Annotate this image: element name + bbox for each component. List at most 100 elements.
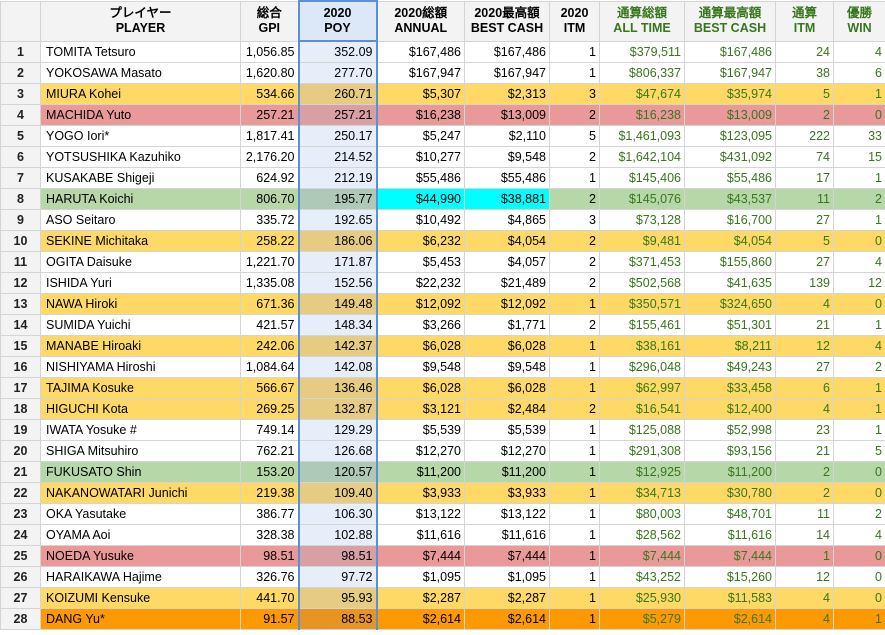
row-number[interactable]: 7 <box>0 167 41 189</box>
player-header[interactable]: プレイヤー PLAYER <box>40 0 241 42</box>
row-number[interactable]: 14 <box>0 314 41 336</box>
win-cell[interactable]: 1 <box>833 83 885 105</box>
best-cash-cell[interactable]: $1,095 <box>464 566 550 588</box>
all-time-cell[interactable]: $1,461,093 <box>599 125 685 147</box>
itm-cell[interactable]: 1 <box>549 461 600 483</box>
itm-cell[interactable]: 2 <box>549 230 600 252</box>
row-number[interactable]: 27 <box>0 587 41 609</box>
table-row[interactable]: 15 MANABE Hiroaki 242.06 142.37 $6,028 $6,028… <box>0 335 885 357</box>
itm-cell[interactable]: 2 <box>549 272 600 294</box>
gpi-header[interactable]: 総合 GPI <box>240 0 299 42</box>
all-time-itm-cell[interactable]: 11 <box>775 188 834 210</box>
gpi-cell[interactable]: 671.36 <box>240 293 299 315</box>
gpi-cell[interactable]: 1,221.70 <box>240 251 299 273</box>
all-time-best-cash-cell[interactable]: $52,998 <box>684 419 776 441</box>
table-row[interactable]: 18 HIGUCHI Kota 269.25 132.87 $3,121 $2,484 2 $… <box>0 398 885 420</box>
all-time-itm-cell[interactable]: 21 <box>775 440 834 462</box>
gpi-cell[interactable]: 534.66 <box>240 83 299 105</box>
gpi-cell[interactable]: 2,176.20 <box>240 146 299 168</box>
all-time-itm-cell[interactable]: 24 <box>775 40 834 63</box>
win-cell[interactable]: 4 <box>833 335 885 357</box>
win-cell[interactable]: 1 <box>833 209 885 231</box>
row-number[interactable]: 5 <box>0 125 41 147</box>
all-time-best-cash-cell[interactable]: $167,947 <box>684 62 776 84</box>
poy-cell[interactable]: 257.21 <box>297 104 378 126</box>
gpi-cell[interactable]: 328.38 <box>240 524 299 546</box>
table-row[interactable]: 7 KUSAKABE Shigeji 624.92 212.19 $55,486 $55,… <box>0 167 885 189</box>
row-number[interactable]: 6 <box>0 146 41 168</box>
gpi-cell[interactable]: 1,817.41 <box>240 125 299 147</box>
itm-cell[interactable]: 1 <box>549 62 600 84</box>
row-number[interactable]: 17 <box>0 377 41 399</box>
poy-cell[interactable]: 352.09 <box>297 40 378 63</box>
gpi-cell[interactable]: 566.67 <box>240 377 299 399</box>
player-name[interactable]: KUSAKABE Shigeji <box>40 167 241 189</box>
gpi-cell[interactable]: 1,056.85 <box>240 40 299 63</box>
annual-cell[interactable]: $12,270 <box>376 440 465 462</box>
gpi-cell[interactable]: 91.57 <box>240 608 299 630</box>
table-row[interactable]: 22 NAKANOWATARI Junichi 219.38 109.40 $3,933… <box>0 482 885 504</box>
gpi-cell[interactable]: 269.25 <box>240 398 299 420</box>
player-name[interactable]: DANG Yu* <box>40 608 241 630</box>
best-cash-cell[interactable]: $6,028 <box>464 335 550 357</box>
win-cell[interactable]: 1 <box>833 419 885 441</box>
player-name[interactable]: TOMITA Tetsuro <box>40 40 241 63</box>
win-cell[interactable]: 1 <box>833 314 885 336</box>
poy-cell[interactable]: 129.29 <box>297 419 378 441</box>
all-time-cell[interactable]: $7,444 <box>599 545 685 567</box>
row-number[interactable]: 22 <box>0 482 41 504</box>
best-cash-cell[interactable]: $55,486 <box>464 167 550 189</box>
poy-cell[interactable]: 277.70 <box>297 62 378 84</box>
all-time-best-cash-cell[interactable]: $4,054 <box>684 230 776 252</box>
win-cell[interactable]: 12 <box>833 272 885 294</box>
all-time-cell[interactable]: $34,713 <box>599 482 685 504</box>
annual-cell[interactable]: $11,200 <box>376 461 465 483</box>
annual-cell[interactable]: $16,238 <box>376 104 465 126</box>
all-time-itm-cell[interactable]: 2 <box>775 482 834 504</box>
all-time-cell[interactable]: $47,674 <box>599 83 685 105</box>
all-time-header[interactable]: 通算総額 ALL TIME <box>599 0 685 42</box>
win-cell[interactable]: 0 <box>833 566 885 588</box>
poy-cell[interactable]: 149.48 <box>297 293 378 315</box>
poy-cell[interactable]: 142.37 <box>297 335 378 357</box>
all-time-best-cash-cell[interactable]: $43,537 <box>684 188 776 210</box>
all-time-best-cash-cell[interactable]: $11,583 <box>684 587 776 609</box>
all-time-best-cash-cell[interactable]: $30,780 <box>684 482 776 504</box>
all-time-cell[interactable]: $379,511 <box>599 40 685 63</box>
all-time-cell[interactable]: $1,642,104 <box>599 146 685 168</box>
itm-cell[interactable]: 1 <box>549 608 600 630</box>
win-cell[interactable]: 15 <box>833 146 885 168</box>
all-time-best-cash-cell[interactable]: $13,009 <box>684 104 776 126</box>
table-row[interactable]: 2 YOKOSAWA Masato 1,620.80 277.70 $167,947 $1… <box>0 62 885 84</box>
all-time-best-cash-cell[interactable]: $123,095 <box>684 125 776 147</box>
best-cash-cell[interactable]: $1,771 <box>464 314 550 336</box>
best-cash-cell[interactable]: $4,054 <box>464 230 550 252</box>
player-name[interactable]: ASO Seitaro <box>40 209 241 231</box>
poy-cell[interactable]: 214.52 <box>297 146 378 168</box>
all-time-best-cash-cell[interactable]: $7,444 <box>684 545 776 567</box>
player-name[interactable]: MIURA Kohei <box>40 83 241 105</box>
annual-cell[interactable]: $10,492 <box>376 209 465 231</box>
player-name[interactable]: OYAMA Aoi <box>40 524 241 546</box>
all-time-best-cash-cell[interactable]: $12,400 <box>684 398 776 420</box>
annual-cell[interactable]: $5,307 <box>376 83 465 105</box>
itm-cell[interactable]: 1 <box>549 566 600 588</box>
player-name[interactable]: TAJIMA Kosuke <box>40 377 241 399</box>
all-time-itm-cell[interactable]: 27 <box>775 251 834 273</box>
table-row[interactable]: 10 SEKINE Michitaka 258.22 186.06 $6,232 $4,0… <box>0 230 885 252</box>
table-row[interactable]: 3 MIURA Kohei 534.66 260.71 $5,307 $2,313 3 $47… <box>0 83 885 105</box>
poy-header[interactable]: 2020 POY <box>297 0 378 42</box>
all-time-itm-cell[interactable]: 222 <box>775 125 834 147</box>
row-number[interactable]: 1 <box>0 40 41 63</box>
all-time-cell[interactable]: $371,453 <box>599 251 685 273</box>
table-row[interactable]: 5 YOGO Iori* 1,817.41 250.17 $5,247 $2,110 5 $1… <box>0 125 885 147</box>
all-time-itm-cell[interactable]: 1 <box>775 545 834 567</box>
table-row[interactable]: 6 YOTSUSHIKA Kazuhiko 2,176.20 214.52 $10,27… <box>0 146 885 168</box>
poy-cell[interactable]: 186.06 <box>297 230 378 252</box>
gpi-cell[interactable]: 1,335.08 <box>240 272 299 294</box>
player-name[interactable]: NAKANOWATARI Junichi <box>40 482 241 504</box>
poy-cell[interactable]: 132.87 <box>297 398 378 420</box>
itm-cell[interactable]: 1 <box>549 419 600 441</box>
win-cell[interactable]: 0 <box>833 230 885 252</box>
table-row[interactable]: 4 MACHIDA Yuto 257.21 257.21 $16,238 $13,009 2… <box>0 104 885 126</box>
